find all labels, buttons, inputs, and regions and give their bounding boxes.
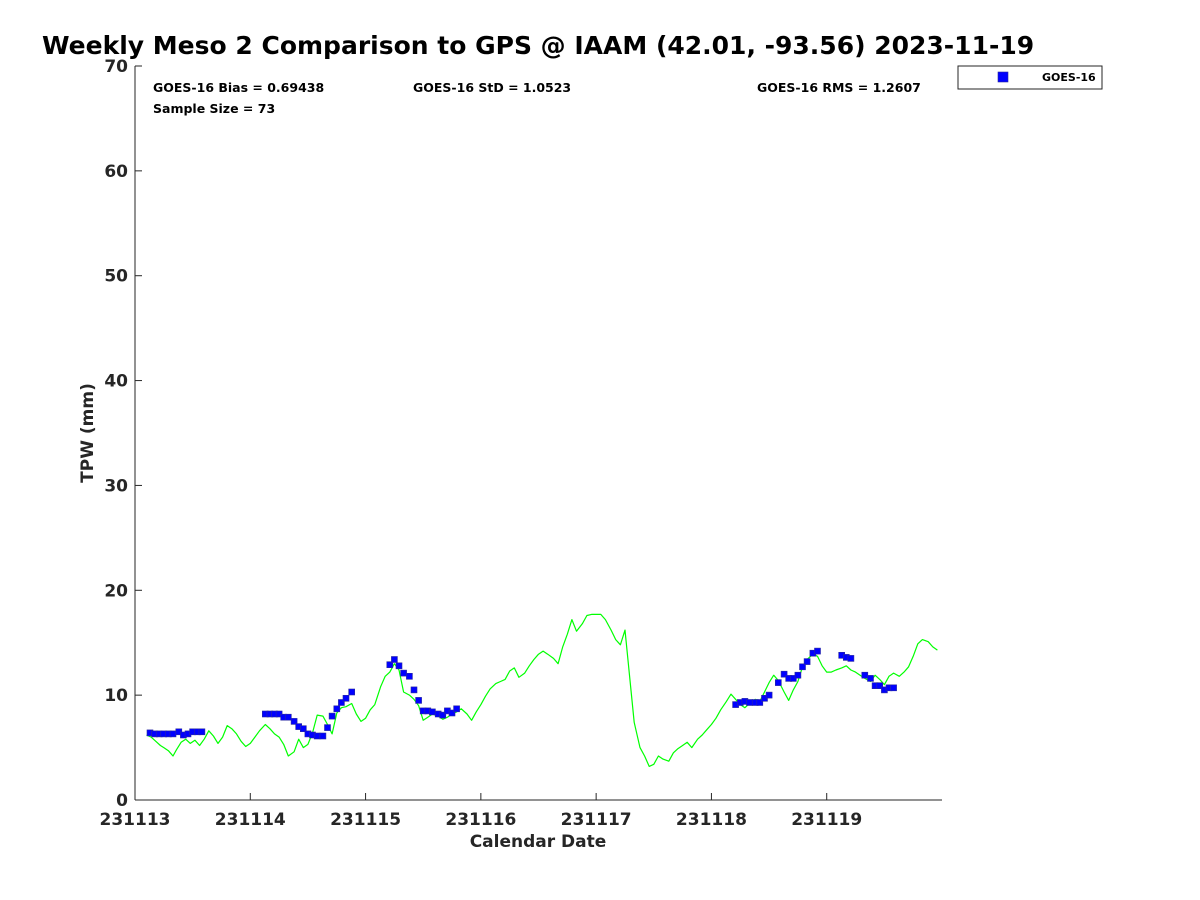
- goes16-point: [765, 691, 773, 699]
- goes16-point: [746, 699, 753, 706]
- goes16-point: [324, 724, 331, 731]
- goes16-point: [198, 728, 206, 736]
- goes16-point: [799, 663, 806, 671]
- gps-line: [146, 613, 938, 768]
- goes16-point: [847, 655, 855, 662]
- goes16-point: [290, 718, 298, 725]
- y-tick-label: 70: [104, 57, 128, 77]
- x-tick-label: 231115: [330, 810, 401, 830]
- goes16-point: [439, 711, 447, 719]
- goes16-point: [299, 725, 307, 733]
- goes16-point: [867, 675, 874, 682]
- y-ticks: 0 10 20 30 40 50 60 70: [104, 57, 142, 811]
- goes16-point: [890, 684, 897, 692]
- x-axis-label: Calendar Date: [470, 832, 607, 852]
- y-tick-label: 0: [116, 791, 128, 811]
- gps-line-layer: [146, 613, 938, 768]
- chart-title: Weekly Meso 2 Comparison to GPS @ IAAM (…: [42, 31, 1034, 60]
- goes16-point: [328, 712, 336, 720]
- x-tick-label: 231117: [561, 810, 632, 830]
- x-tick-label: 231116: [445, 810, 516, 830]
- goes16-point: [794, 671, 802, 679]
- y-tick-label: 50: [104, 267, 128, 287]
- goes16-point: [453, 705, 460, 713]
- y-tick-label: 20: [104, 581, 128, 601]
- goes16-point: [313, 732, 321, 740]
- goes16-point: [410, 686, 418, 694]
- y-tick-label: 10: [104, 686, 128, 706]
- y-tick-label: 30: [104, 476, 128, 496]
- legend: GOES-16: [957, 65, 1103, 90]
- x-tick-label: 231113: [100, 810, 171, 830]
- marker-layer: [146, 647, 897, 740]
- y-tick-label: 60: [104, 162, 128, 182]
- goes16-point: [774, 679, 782, 686]
- goes16-point: [415, 697, 422, 704]
- legend-box: [957, 65, 1103, 90]
- goes16-point: [169, 730, 177, 738]
- goes16-point: [780, 670, 788, 678]
- stat-bias: GOES-16 Bias = 0.69438: [153, 80, 324, 95]
- goes16-point: [395, 662, 403, 670]
- y-axis-label: TPW (mm): [78, 383, 98, 483]
- x-ticks: 231113 231114 231115 231116 231117 231118 2311…: [100, 793, 862, 830]
- goes16-point: [319, 732, 327, 740]
- goes16-point: [803, 658, 811, 665]
- goes16-point: [876, 682, 884, 690]
- goes16-point: [386, 661, 394, 669]
- x-tick-label: 231114: [215, 810, 286, 830]
- goes16-point: [342, 694, 350, 702]
- goes16-point: [348, 688, 356, 696]
- goes16-point: [333, 705, 341, 713]
- goes16-point: [391, 656, 398, 663]
- legend-label-goes16: GOES-16: [1042, 71, 1096, 84]
- goes16-point: [861, 671, 869, 679]
- goes16-point: [284, 713, 292, 721]
- goes16-point: [406, 672, 413, 680]
- plot-area: 231113 231114 231115 231116 231117 231118 2311…: [100, 57, 942, 830]
- goes16-point: [756, 699, 764, 706]
- x-tick-label: 231119: [791, 810, 862, 830]
- y-tick-label: 40: [104, 372, 128, 392]
- goes16-point: [448, 709, 456, 717]
- stat-std: GOES-16 StD = 1.0523: [413, 80, 571, 95]
- goes16-point: [338, 699, 345, 706]
- stat-sample-size: Sample Size = 73: [153, 101, 275, 116]
- stat-rms: GOES-16 RMS = 1.2607: [757, 80, 921, 95]
- x-tick-label: 231118: [676, 810, 747, 830]
- goes16-point: [814, 647, 821, 655]
- goes16-point: [400, 669, 407, 677]
- legend-marker-goes16: [997, 71, 1009, 83]
- goes16-point: [429, 708, 436, 716]
